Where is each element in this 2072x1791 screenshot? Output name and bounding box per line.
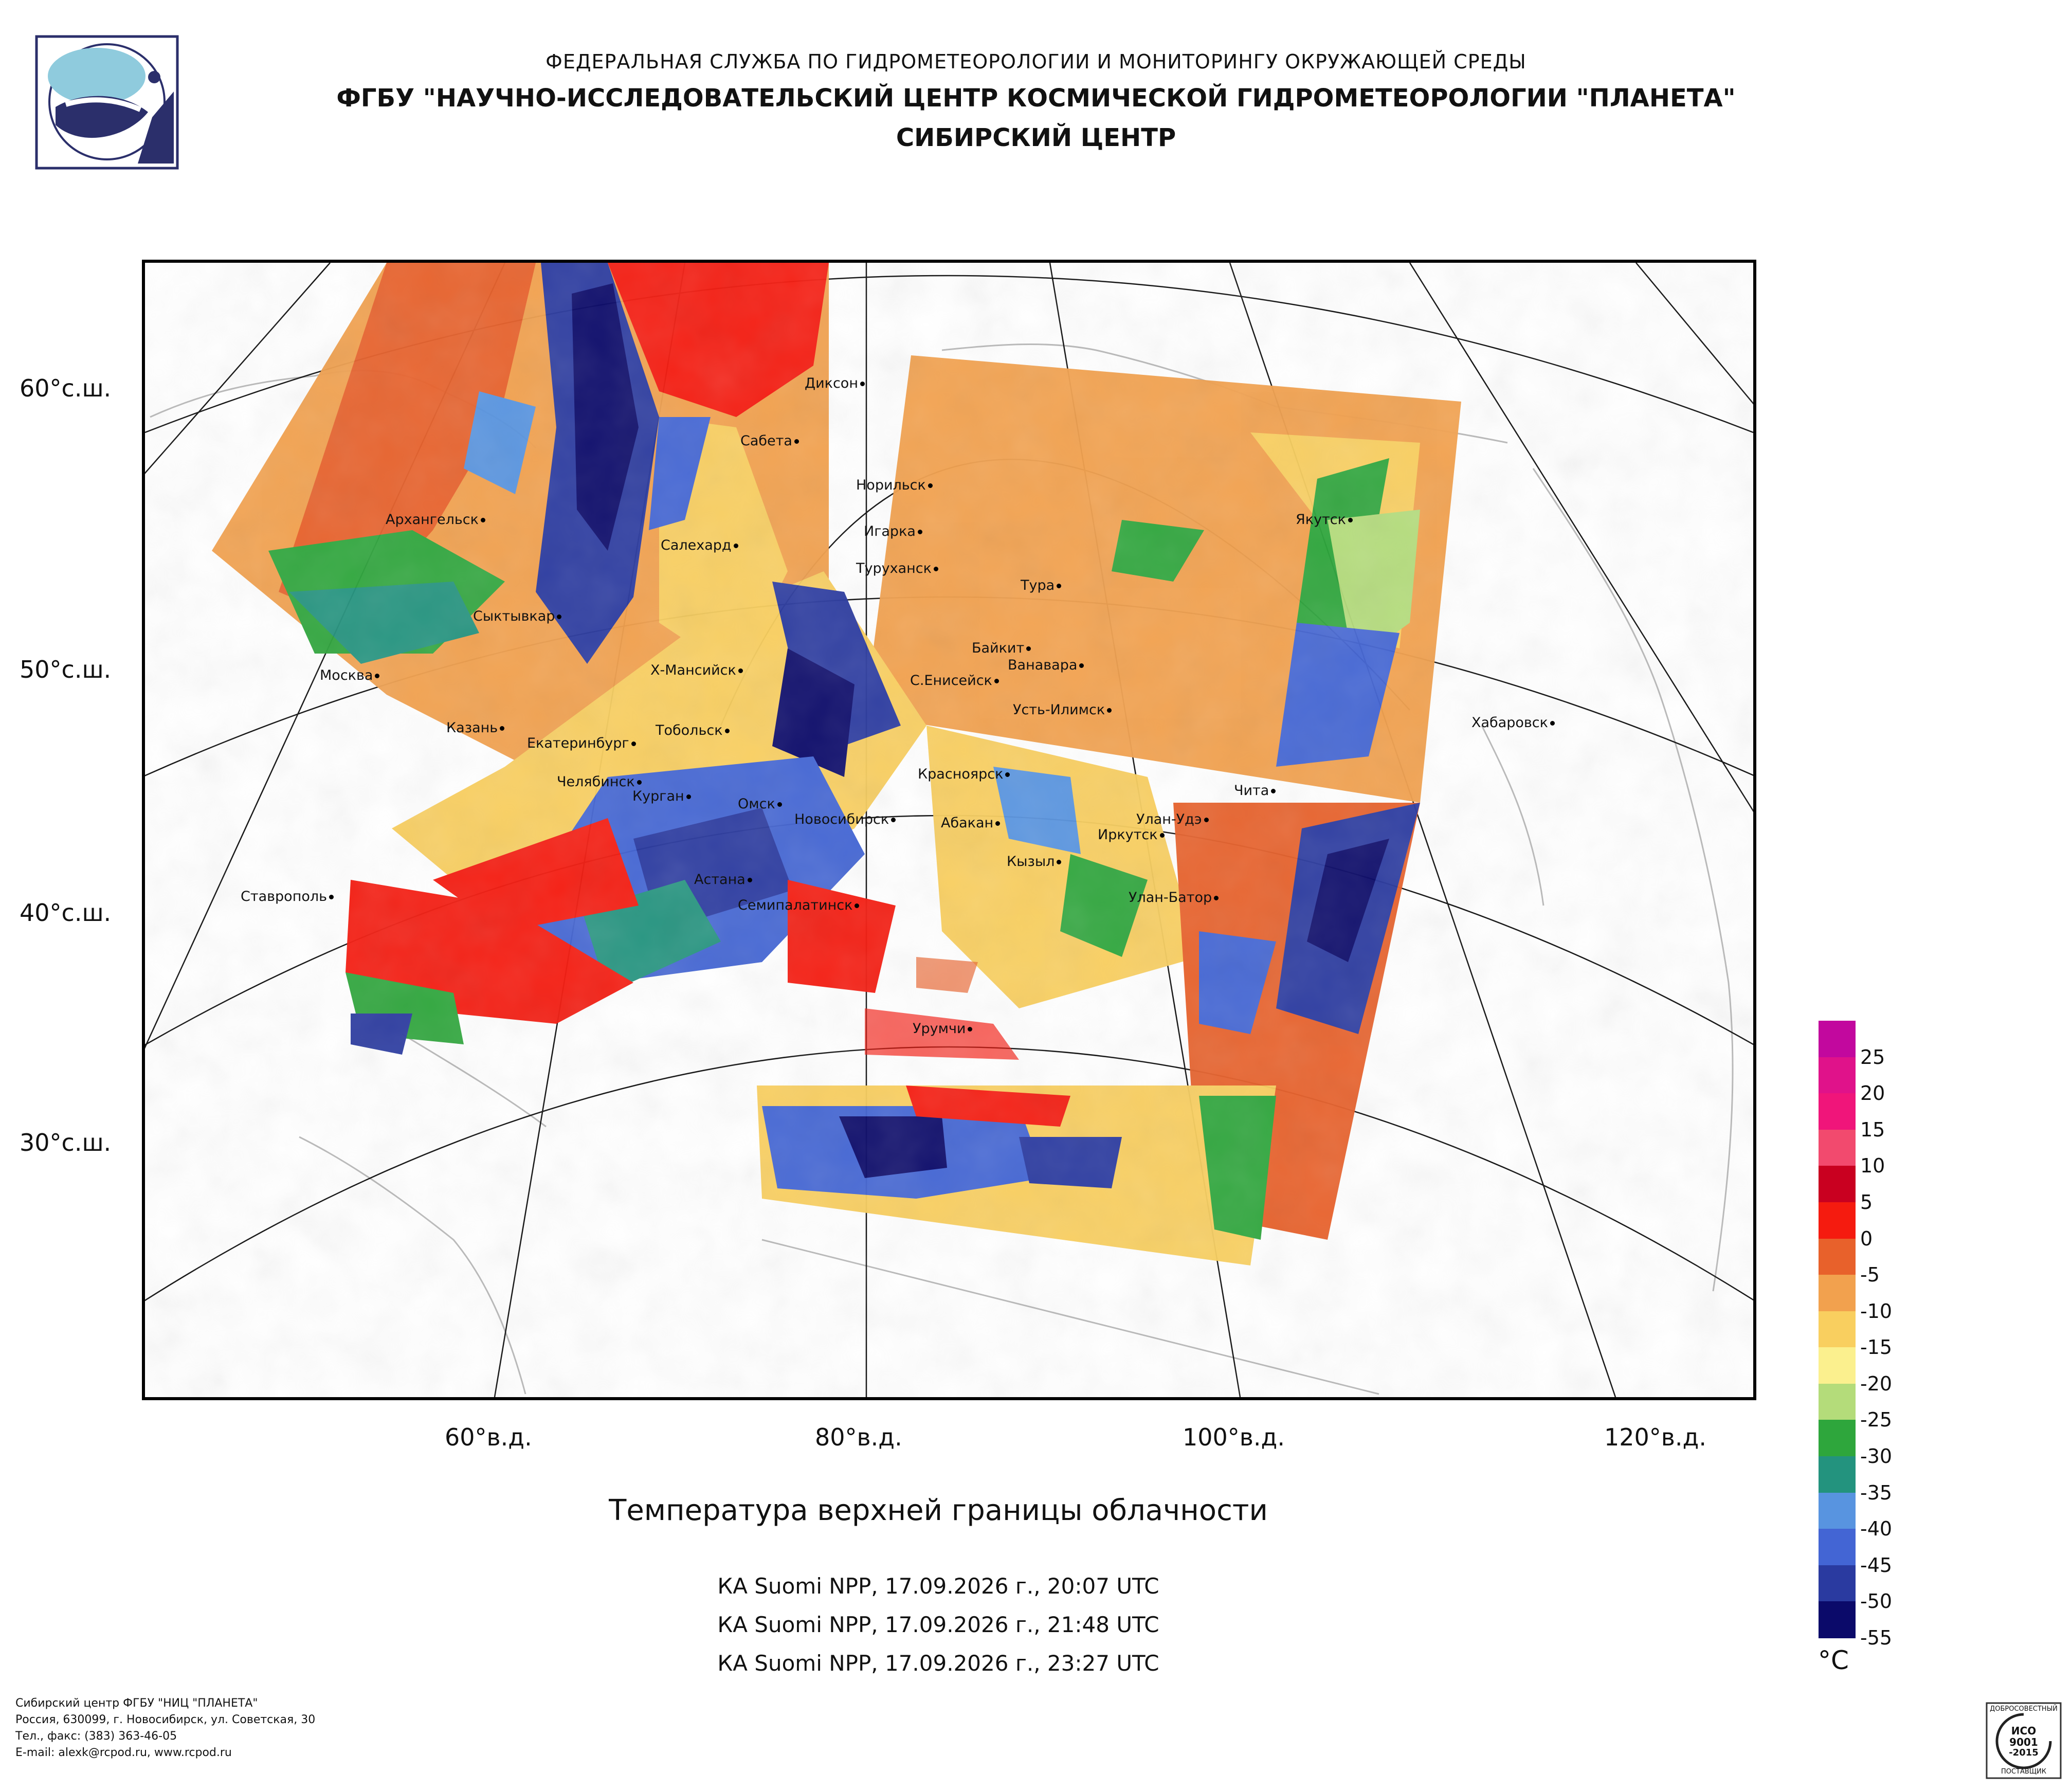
legend-label: -45 [1860,1553,1893,1577]
legend-swatch [1819,1601,1856,1638]
city-dikson: Диксон [805,375,865,391]
legend-label: -40 [1860,1517,1893,1541]
pass-2: КА Suomi NPP, 17.09.2026 г., 21:48 UTC [717,1612,1159,1637]
cert-bottom-text: ПОСТАВЩИК [2001,1768,2046,1776]
city-chelyabinsk: Челябинск [557,774,642,790]
legend-swatch [1819,1529,1856,1566]
legend-label: -30 [1860,1445,1893,1468]
city-krasnoyarsk: Красноярск [918,766,1010,782]
city-yakutsk: Якутск [1296,512,1353,528]
city-salekhard: Салехард [661,537,738,553]
city-urumqi: Урумчи [913,1021,973,1037]
legend-swatch [1819,1565,1856,1602]
city-vanavara: Ванавара [1008,657,1084,673]
city-astana: Астана [694,872,752,888]
legend-swatch [1819,1420,1856,1457]
city-tura: Тура [1021,577,1062,593]
city-sabeta: Сабета [740,433,799,449]
legend-label: 15 [1860,1118,1885,1141]
iso-certificate-badge: ДОБРОСОВЕСТНЫЙ ИСО 9001 -2015 ПОСТАВЩИК [1986,1702,2062,1779]
city-khabarovsk: Хабаровск [1471,715,1555,731]
legend-label: -35 [1860,1481,1893,1504]
city-stavropol: Ставрополь [241,889,334,904]
legend-label: -50 [1860,1590,1893,1613]
legend-swatch [1819,1129,1856,1167]
satellite-map [142,260,1756,1400]
city-baykit: Байкит [972,640,1031,656]
city-tobolsk: Тобольск [656,722,730,738]
map-canvas [145,263,1753,1397]
city-semipalatinsk: Семипалатинск [738,897,860,913]
legend-swatch [1819,1347,1856,1384]
city-yekaterinburg: Екатеринбург [527,735,636,751]
legend-label: 25 [1860,1045,1885,1069]
longitude-label-60: 60°в.д. [445,1423,532,1451]
legend-label: -55 [1860,1626,1893,1649]
city-arkhangelsk: Архангельск [386,512,485,528]
latitude-label-50: 50°с.ш. [20,656,112,683]
cert-2015: -2015 [2009,1747,2039,1758]
city-norilsk: Норильск [856,477,933,493]
city-syktyvkar: Сыктывкар [473,608,562,624]
city-turukhansk: Туруханск [856,560,938,576]
legend-unit: °C [1818,1645,1849,1675]
footer-org: Сибирский центр ФГБУ "НИЦ "ПЛАНЕТА" [15,1697,258,1710]
footer-email: E-mail: alexk@rcpod.ru, www.rcpod.ru [15,1746,232,1759]
legend-swatch [1819,1238,1856,1276]
city-khanty-mansiysk: Х-Мансийск [650,662,743,678]
longitude-label-80: 80°в.д. [815,1423,902,1451]
legend-swatch [1819,1275,1856,1312]
legend-label: -15 [1860,1336,1893,1359]
temperature-legend [1819,1021,1856,1638]
pass-1: КА Suomi NPP, 17.09.2026 г., 20:07 UTC [717,1573,1159,1599]
product-title: Температура верхней границы облачности [609,1494,1268,1527]
city-irkutsk: Иркутск [1098,827,1165,843]
legend-swatch [1819,1057,1856,1094]
city-s-yeniseysk: С.Енисейск [910,673,999,689]
legend-swatch [1819,1492,1856,1530]
city-ulan-bator: Улан-Батор [1129,890,1219,906]
legend-swatch [1819,1311,1856,1348]
legend-swatch [1819,1202,1856,1239]
legend-label: -10 [1860,1299,1893,1323]
pass-3: КА Suomi NPP, 17.09.2026 г., 23:27 UTC [717,1651,1159,1676]
city-kazan: Казань [446,720,505,736]
header-institute: ФГБУ "НАУЧНО-ИССЛЕДОВАТЕЛЬСКИЙ ЦЕНТР КОС… [336,84,1736,113]
longitude-label-100: 100°в.д. [1183,1423,1285,1451]
legend-swatch [1819,1093,1856,1130]
legend-label: 10 [1860,1154,1885,1178]
legend-swatch [1819,1021,1856,1058]
planeta-logo [35,35,179,170]
city-abakan: Абакан [941,815,1001,831]
legend-label: -20 [1860,1372,1893,1395]
city-novosibirsk: Новосибирск [794,811,896,827]
legend-label: 5 [1860,1190,1873,1214]
city-omsk: Омск [738,796,782,812]
legend-swatch [1819,1383,1856,1421]
city-kyzyl: Кызыл [1007,854,1062,870]
city-moscow: Москва [320,667,380,683]
header-agency: ФЕДЕРАЛЬНАЯ СЛУЖБА ПО ГИДРОМЕТЕОРОЛОГИИ … [546,50,1526,73]
legend-label: 20 [1860,1082,1885,1105]
legend-swatch [1819,1456,1856,1493]
city-chita: Чита [1234,783,1276,799]
latitude-label-30: 30°с.ш. [20,1129,112,1156]
cert-top-text: ДОБРОСОВЕСТНЫЙ [1990,1705,2058,1713]
city-igarka: Игарка [864,523,922,539]
latitude-label-40: 40°с.ш. [20,899,112,927]
city-kurgan: Курган [632,788,691,804]
legend-label: -25 [1860,1408,1893,1432]
header-center: СИБИРСКИЙ ЦЕНТР [896,123,1176,152]
footer-address: Россия, 630099, г. Новосибирск, ул. Сове… [15,1713,316,1726]
cert-9001: 9001 [2009,1736,2038,1748]
longitude-label-120: 120°в.д. [1604,1423,1706,1451]
legend-swatch [1819,1166,1856,1203]
footer-phone: Тел., факс: (383) 363-46-05 [15,1730,177,1743]
cert-iso: ИСО [2011,1725,2037,1737]
legend-label: 0 [1860,1227,1873,1250]
city-ulan-ude: Улан-Удэ [1136,811,1209,827]
city-ust-ilimsk: Усть-Илимск [1013,702,1112,718]
latitude-label-60: 60°с.ш. [20,374,112,402]
legend-label: -5 [1860,1263,1880,1287]
